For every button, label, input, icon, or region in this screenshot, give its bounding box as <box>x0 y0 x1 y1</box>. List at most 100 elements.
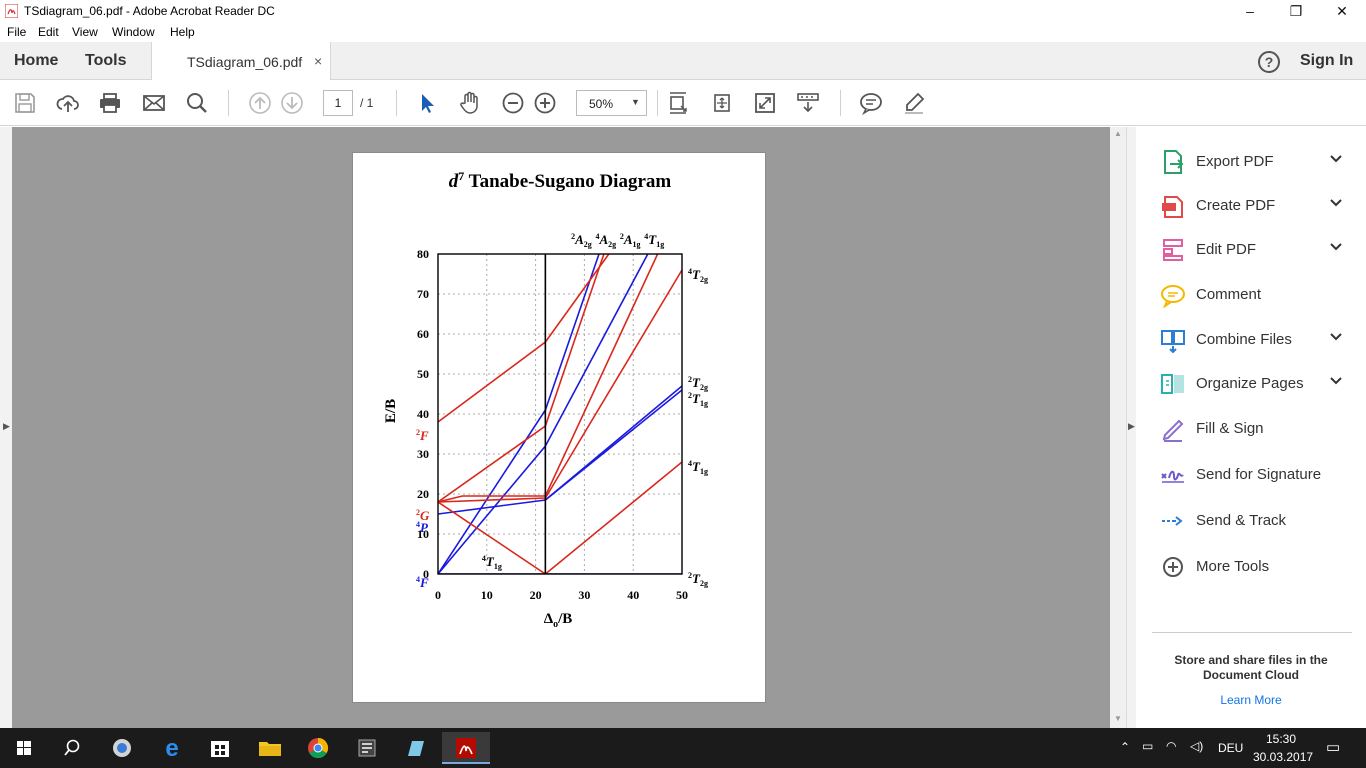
menu-bar: File Edit View Window Help <box>0 22 1366 42</box>
select-cursor-icon[interactable] <box>415 91 439 115</box>
title-bar: TSdiagram_06.pdf - Adobe Acrobat Reader … <box>0 0 1366 22</box>
tool-label: Create PDF <box>1196 197 1276 214</box>
x-axis-label-rest: /B <box>557 611 572 627</box>
read-mode-icon[interactable] <box>753 91 777 115</box>
chevron-down-icon[interactable] <box>1328 239 1344 255</box>
clock-time[interactable]: 15:30 <box>1266 732 1297 746</box>
window-title: TSdiagram_06.pdf - Adobe Acrobat Reader … <box>24 4 275 18</box>
menu-help[interactable]: Help <box>170 25 195 39</box>
toolbar-separator <box>396 90 397 116</box>
close-tab-icon[interactable]: × <box>314 53 323 69</box>
x-axis-label-delta: Δ <box>544 611 554 627</box>
tool-label: Send for Signature <box>1196 466 1322 483</box>
comment-icon[interactable] <box>859 91 883 116</box>
chevron-down-icon[interactable] <box>1328 329 1344 345</box>
restore-button[interactable]: ❐ <box>1289 3 1303 19</box>
chrome-icon[interactable] <box>294 732 342 764</box>
highlight-icon[interactable] <box>902 91 926 115</box>
tool-send-for-signature[interactable]: Send for Signature <box>1136 460 1366 490</box>
start-icon[interactable] <box>0 732 48 764</box>
tray-chevron-up-icon[interactable]: ⌃ <box>1120 740 1131 754</box>
labels-layer: 2F2G4P4F4T1g2A2g4A2g2A1g4T1g4T2g2T2g2T1g… <box>416 232 708 590</box>
edge-icon[interactable]: e <box>148 732 196 764</box>
y-axis-label: E/B <box>383 399 399 423</box>
vertical-scrollbar[interactable]: ▲ ▼ <box>1110 127 1126 728</box>
email-icon[interactable] <box>142 91 166 115</box>
save-icon[interactable] <box>13 91 37 115</box>
search-icon[interactable] <box>185 91 209 115</box>
close-window-button[interactable]: ✕ <box>1336 3 1348 19</box>
chevron-down-icon[interactable] <box>1328 151 1344 167</box>
store-icon[interactable] <box>196 732 244 764</box>
full-screen-icon[interactable] <box>710 91 734 115</box>
menu-window[interactable]: Window <box>112 25 155 39</box>
menu-view[interactable]: View <box>72 25 98 39</box>
cortana-icon[interactable] <box>98 732 146 764</box>
send-signature-icon <box>1161 470 1184 483</box>
tab-tools[interactable]: Tools <box>85 52 127 69</box>
clock-date[interactable]: 30.03.2017 <box>1253 750 1314 764</box>
right-panel-toggle[interactable]: ▶ <box>1126 127 1136 728</box>
sign-in-button[interactable]: Sign In <box>1300 52 1354 69</box>
search-icon[interactable] <box>48 732 96 764</box>
language-indicator[interactable]: DEU <box>1218 741 1244 755</box>
scroll-mode-icon[interactable] <box>796 91 820 115</box>
top-term-label: 4T1g <box>644 232 664 249</box>
acrobat-icon[interactable] <box>442 732 490 764</box>
series-line-4 <box>544 389 682 501</box>
tool-combine-files[interactable]: Combine Files <box>1136 325 1366 355</box>
app-icon[interactable] <box>344 732 392 764</box>
right-term-label: 2T2g <box>688 571 708 588</box>
y-tick-label: 40 <box>417 407 429 421</box>
top-term-label: 2A1g <box>620 232 641 249</box>
wifi-icon[interactable]: ◠ <box>1166 739 1177 753</box>
file-explorer-icon[interactable] <box>246 732 294 764</box>
prev-page-icon[interactable] <box>248 91 272 115</box>
chevron-right-icon: ▶ <box>3 421 10 431</box>
page-total: / 1 <box>360 96 374 110</box>
x-tick-label: 20 <box>530 588 542 602</box>
page-number-input[interactable]: 1 <box>323 90 353 116</box>
tool-create-pdf[interactable]: Create PDF <box>1136 191 1366 221</box>
tool-more-tools[interactable]: More Tools <box>1136 552 1366 582</box>
tab-document[interactable]: TSdiagram_06.pdf × <box>151 42 331 80</box>
organize-pages-icon <box>1161 374 1184 394</box>
volume-icon[interactable]: ◁) <box>1190 739 1204 753</box>
chart-title-super: 7 <box>458 169 464 183</box>
zoom-in-icon[interactable] <box>533 91 557 115</box>
scroll-up-icon[interactable]: ▲ <box>1114 129 1122 138</box>
x-axis-label-sub: o <box>553 619 558 630</box>
left-panel-toggle[interactable]: ▶ <box>0 127 12 728</box>
zoom-out-icon[interactable] <box>501 91 525 115</box>
learn-more-link[interactable]: Learn More <box>1220 693 1282 707</box>
right-term-label: 4T2g <box>688 267 708 284</box>
tool-export-pdf[interactable]: Export PDF <box>1136 147 1366 177</box>
zoom-value: 50% <box>589 97 614 111</box>
tool-edit-pdf[interactable]: Edit PDF <box>1136 235 1366 265</box>
minimize-button[interactable]: – <box>1246 3 1254 19</box>
app2-icon[interactable] <box>392 732 440 764</box>
tool-label: More Tools <box>1196 558 1270 575</box>
tool-send-track[interactable]: Send & Track <box>1136 506 1366 536</box>
scroll-down-icon[interactable]: ▼ <box>1114 714 1122 723</box>
chevron-down-icon[interactable] <box>1328 373 1344 389</box>
hand-icon[interactable] <box>458 91 482 115</box>
help-icon[interactable]: ? <box>1258 51 1280 73</box>
grid-layer <box>438 254 682 574</box>
tab-home[interactable]: Home <box>14 52 59 69</box>
x-tick-label: 10 <box>481 588 493 602</box>
menu-file[interactable]: File <box>7 25 27 39</box>
cloud-upload-icon[interactable] <box>56 91 80 115</box>
fit-page-icon[interactable] <box>666 91 690 115</box>
notifications-icon[interactable]: ▭ <box>1326 739 1341 756</box>
next-page-icon[interactable] <box>280 91 304 115</box>
tool-comment[interactable]: Comment <box>1136 280 1366 310</box>
zoom-select[interactable]: 50% ▼ <box>576 90 647 116</box>
print-icon[interactable] <box>98 91 122 115</box>
chevron-down-icon[interactable] <box>1328 195 1344 211</box>
menu-edit[interactable]: Edit <box>38 25 59 39</box>
battery-icon[interactable]: ▭ <box>1142 739 1154 753</box>
tool-organize-pages[interactable]: Organize Pages <box>1136 369 1366 399</box>
x-tick-label: 30 <box>578 588 590 602</box>
tool-fill-sign[interactable]: Fill & Sign <box>1136 414 1366 444</box>
